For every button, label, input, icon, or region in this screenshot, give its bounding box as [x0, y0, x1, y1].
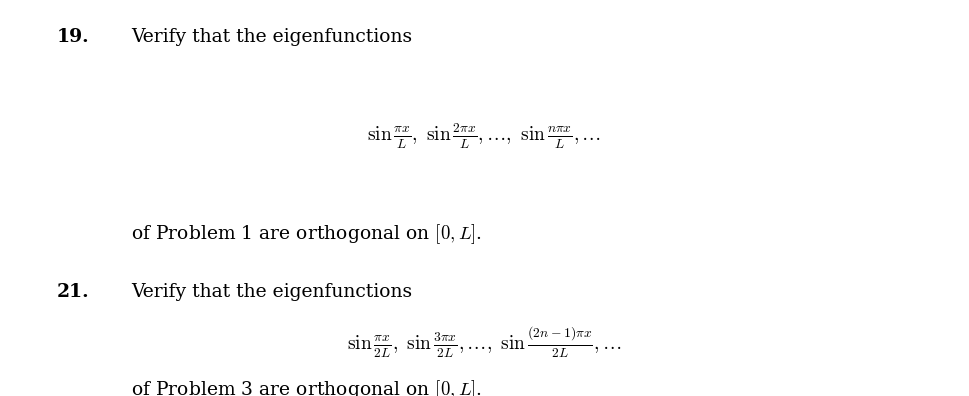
Text: 21.: 21.: [56, 283, 89, 301]
Text: Verify that the eigenfunctions: Verify that the eigenfunctions: [131, 28, 412, 46]
Text: of Problem 1 are orthogonal on $[0, L]$.: of Problem 1 are orthogonal on $[0, L]$.: [131, 222, 482, 246]
Text: $\sin\frac{\pi x}{L},\ \sin\frac{2\pi x}{L},\ldots,\ \sin\frac{n\pi x}{L},\ldots: $\sin\frac{\pi x}{L},\ \sin\frac{2\pi x}…: [367, 122, 602, 151]
Text: of Problem 3 are orthogonal on $[0, L]$.: of Problem 3 are orthogonal on $[0, L]$.: [131, 378, 482, 396]
Text: 19.: 19.: [56, 28, 89, 46]
Text: $\sin\frac{\pi x}{2L},\ \sin\frac{3\pi x}{2L},\ldots,\ \sin\frac{(2n-1)\pi x}{2L: $\sin\frac{\pi x}{2L},\ \sin\frac{3\pi x…: [347, 325, 622, 360]
Text: Verify that the eigenfunctions: Verify that the eigenfunctions: [131, 283, 412, 301]
